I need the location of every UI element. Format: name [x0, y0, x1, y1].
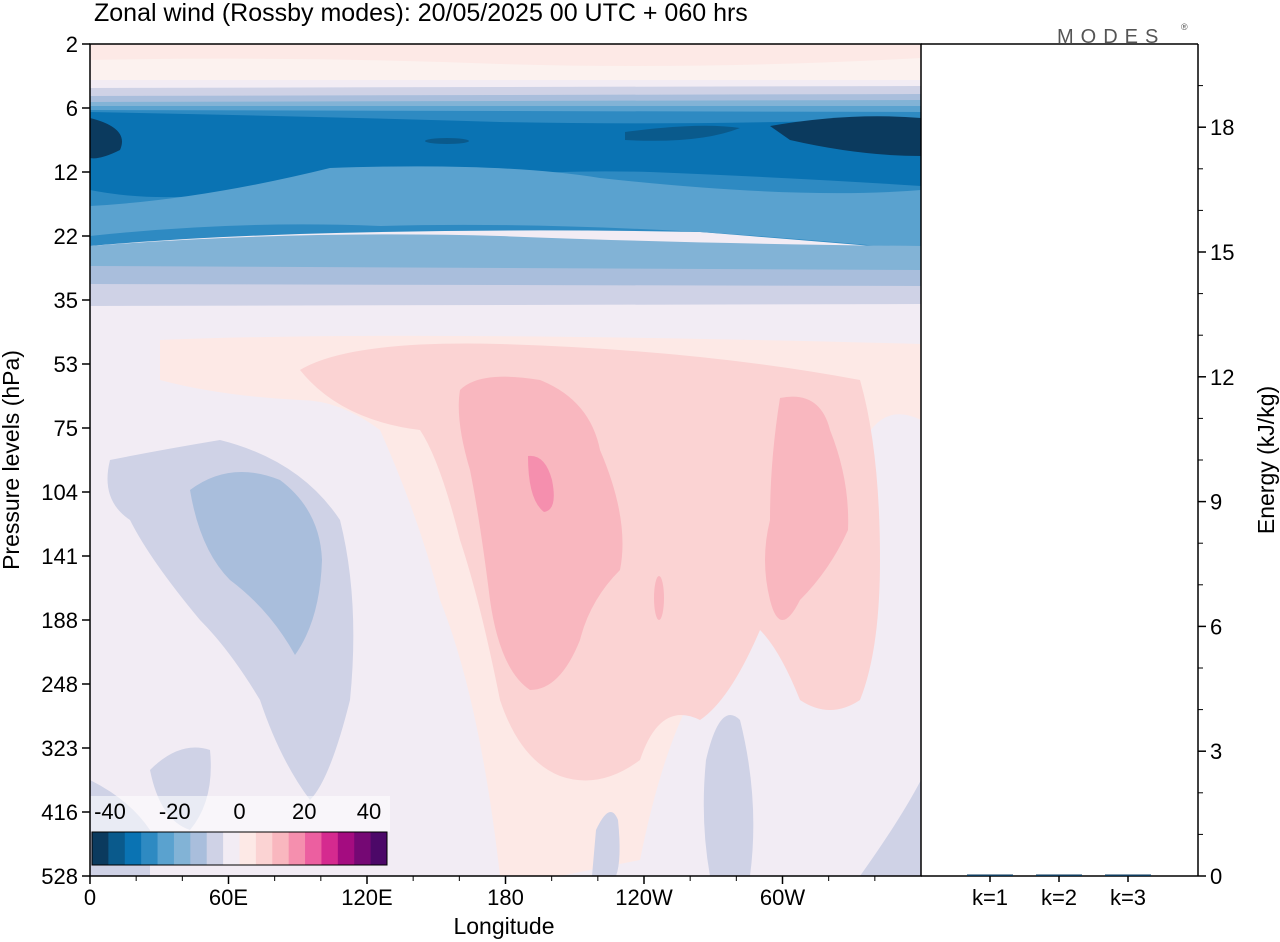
colorbar-label: -20	[159, 799, 191, 824]
colorbar-swatch	[337, 832, 355, 865]
neg-region-lower-sliver	[592, 812, 620, 876]
pos-region-15a	[458, 376, 623, 690]
longitude-tick-label: 120W	[615, 885, 673, 910]
band-neg-4b	[90, 166, 921, 250]
stratosphere-bands	[90, 44, 921, 306]
pressure-tick-label: 6	[66, 96, 78, 121]
colorbar-label: 40	[357, 799, 381, 824]
colorbar-swatch	[190, 832, 208, 865]
band-neg-1b	[90, 284, 921, 306]
y-axis-label: Pressure levels (hPa)	[0, 350, 24, 570]
neg-core-lower-west	[190, 472, 322, 655]
pressure-tick-label: 141	[41, 544, 78, 569]
core-neg-small	[425, 138, 469, 144]
colorbar-swatch	[288, 832, 306, 865]
energy-tick-label: 6	[1210, 614, 1222, 639]
colorbar-swatch	[239, 832, 257, 865]
pressure-tick-label: 104	[41, 480, 78, 505]
colorbar-swatch	[92, 832, 109, 865]
colorbar-label: 20	[292, 799, 316, 824]
colorbar-swatch	[157, 832, 175, 865]
pressure-tick-label: 22	[54, 224, 78, 249]
pos-core-20	[528, 455, 554, 512]
longitude-tick-label: 180	[487, 885, 524, 910]
colorbar-swatch	[173, 832, 191, 865]
pressure-tick-label: 323	[41, 736, 78, 761]
colorbar-swatches	[92, 832, 388, 865]
energy-bar	[967, 874, 1013, 876]
colorbar-frame	[91, 831, 388, 866]
energy-axis: 0 3 6 9 12 15 18	[1198, 85, 1234, 889]
troposphere-features	[90, 335, 921, 876]
longitude-axis: 0 60E 120E 180 120W 60W	[84, 876, 876, 910]
longitude-tick-label: 60W	[760, 885, 805, 910]
pressure-tick-label: 75	[54, 416, 78, 441]
pressure-tick-label: 188	[41, 608, 78, 633]
energy-bar	[1105, 874, 1151, 876]
energy-bar-panel: 0 3 6 9 12 15 18 k=1 k=2 k=3	[921, 43, 1234, 910]
energy-bar	[1036, 874, 1082, 876]
pressure-tick-label: 2	[66, 32, 78, 57]
longitude-tick-label: 60E	[209, 885, 248, 910]
longitude-tick-label: 120E	[341, 885, 392, 910]
colorbar-label: -40	[94, 799, 126, 824]
core-neg-mid	[625, 125, 740, 141]
neg-region-lower-se	[860, 780, 921, 876]
colorbar-swatch	[255, 832, 273, 865]
colorbar-label-backdrop	[90, 796, 390, 832]
energy-axis-label: Energy (kJ/kg)	[1253, 386, 1279, 534]
pressure-tick-label: 53	[54, 352, 78, 377]
band-neg-2b	[90, 266, 921, 288]
colorbar-swatch	[108, 832, 126, 865]
longitude-tick-label: 0	[84, 885, 96, 910]
brand-mark: ®	[1181, 22, 1188, 32]
colorbar-labels: -40 -20 0 20 40	[90, 796, 390, 832]
pressure-tick-label: 416	[41, 800, 78, 825]
heatmap-panel: -40 -20 0 20 40	[90, 44, 921, 876]
colorbar-swatch	[141, 832, 159, 865]
core-neg-east	[770, 116, 921, 156]
core-neg-west	[90, 118, 122, 159]
colorbar-swatch	[305, 832, 322, 865]
energy-tick-label: 12	[1210, 365, 1234, 390]
energy-categories: k=1 k=2 k=3	[972, 876, 1146, 910]
colorbar-swatch	[321, 832, 339, 865]
energy-bars	[967, 874, 1151, 876]
band-neg-3b	[90, 234, 921, 272]
energy-tick-label: 9	[1210, 490, 1222, 515]
neg-region-lower-mid	[703, 715, 754, 876]
energy-category-label: k=1	[972, 885, 1008, 910]
brand-logo: MODES ®	[1057, 22, 1188, 48]
energy-tick-label: 0	[1210, 864, 1222, 889]
energy-category-label: k=2	[1041, 885, 1077, 910]
colorbar-swatch	[354, 832, 372, 865]
colorbar: -40 -20 0 20 40	[90, 796, 390, 866]
colorbar-swatch	[206, 832, 224, 865]
brand-text: MODES	[1057, 26, 1165, 48]
pressure-tick-label: 528	[41, 864, 78, 889]
chart-title: Zonal wind (Rossby modes): 20/05/2025 00…	[94, 0, 748, 27]
energy-tick-label: 15	[1210, 240, 1234, 265]
colorbar-label: 0	[233, 799, 245, 824]
energy-tick-label: 3	[1210, 739, 1222, 764]
energy-tick-label: 18	[1210, 115, 1234, 140]
energy-category-label: k=3	[1110, 885, 1146, 910]
pressure-axis: 2 6 12 22 35 53 75 104 141 188 248 323 416 528	[41, 32, 90, 889]
colorbar-swatch	[223, 832, 240, 865]
pressure-tick-label: 35	[54, 288, 78, 313]
pos-region-15b	[765, 396, 849, 620]
x-axis-label: Longitude	[453, 913, 554, 939]
pressure-tick-label: 248	[41, 672, 78, 697]
colorbar-swatch	[272, 832, 290, 865]
pressure-tick-label: 12	[54, 160, 78, 185]
colorbar-swatch	[370, 832, 388, 865]
colorbar-swatch	[124, 832, 142, 865]
band-pos-0	[90, 58, 921, 80]
pos-core-small	[654, 576, 664, 620]
